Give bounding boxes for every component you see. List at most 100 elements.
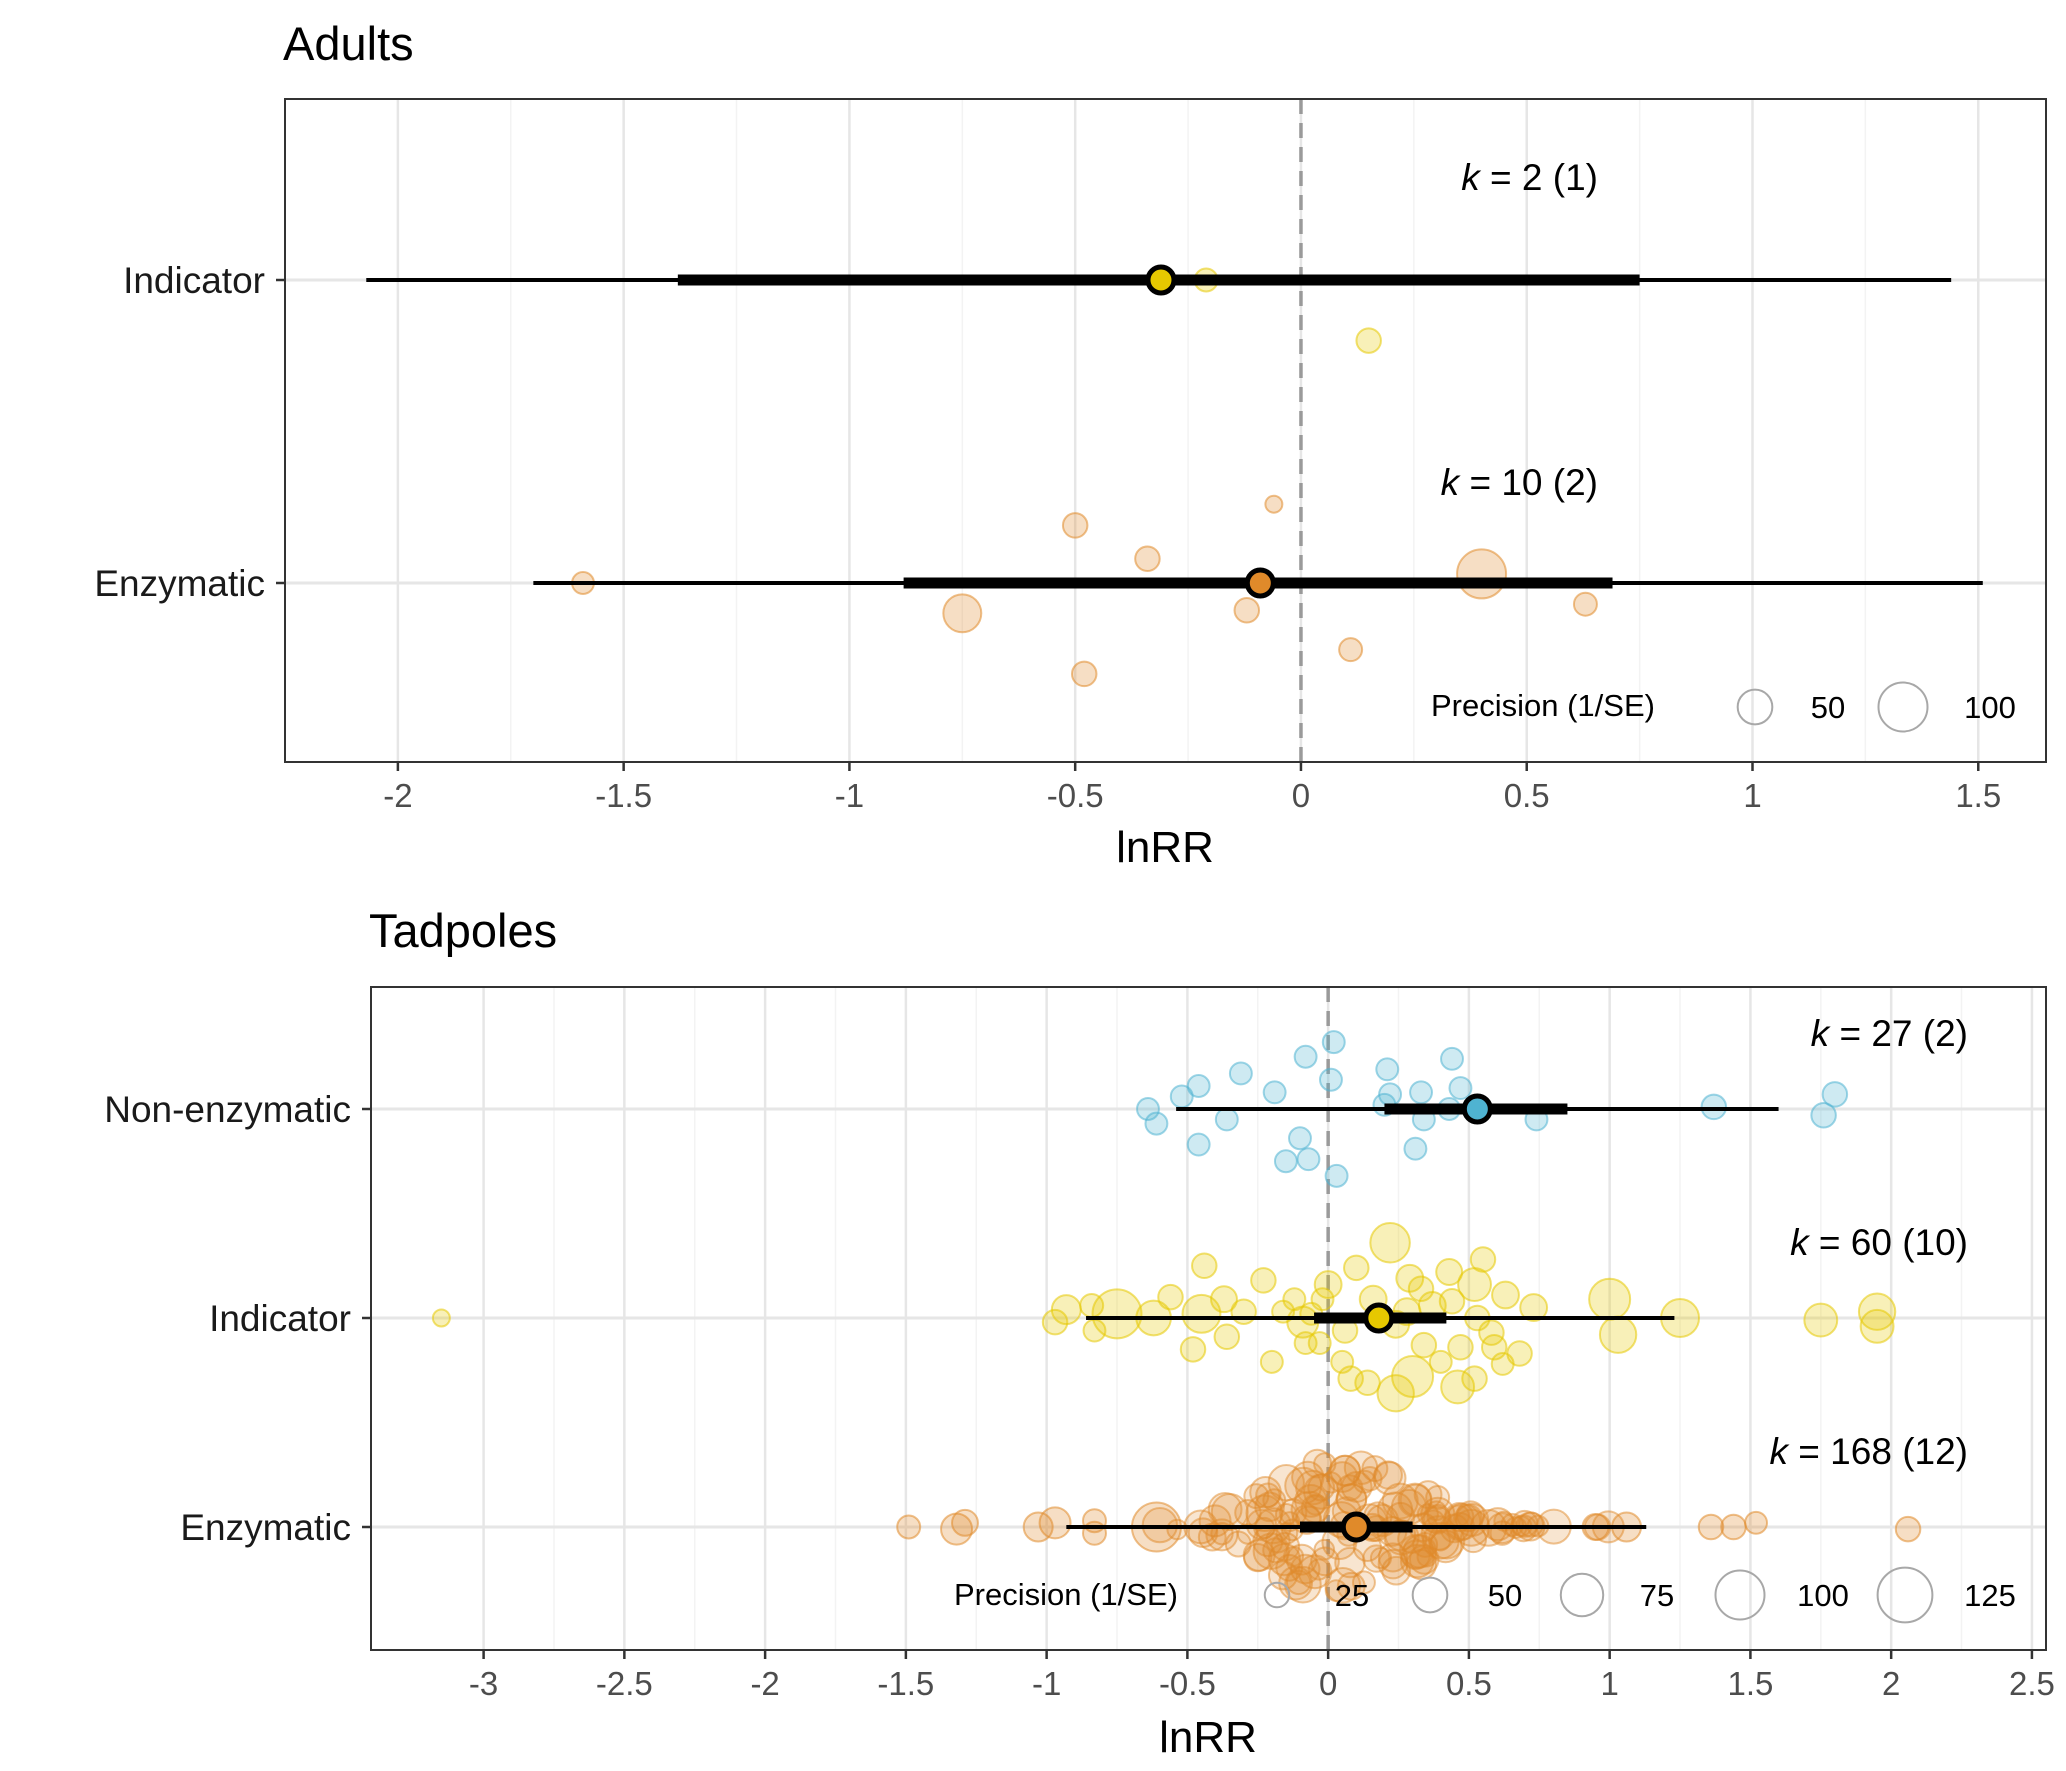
effect-size-point (1320, 1471, 1343, 1494)
model-estimate-point (1244, 567, 1276, 599)
effect-size-point (1572, 591, 1598, 617)
effect-size-point (951, 1508, 979, 1537)
effect-size-point (1293, 1044, 1318, 1069)
effect-size-point (1440, 1046, 1464, 1071)
legend-size-key (1263, 1581, 1291, 1609)
effect-size-point (1210, 1492, 1249, 1531)
tadpoles-k-annotations: k = 27 (2) k = 60 (10) k = 168 (12) (1770, 1013, 1968, 1472)
effect-size-point (1191, 1252, 1218, 1279)
adults-legend-title: Precision (1/SE) (1431, 688, 1655, 723)
effect-size-point (1038, 1506, 1072, 1540)
legend-size-label: 25 (1335, 1578, 1369, 1613)
effect-size-point (1510, 1509, 1539, 1538)
effect-size-point (1744, 1510, 1768, 1535)
tadpoles-y-axis: Non-enzymatic Indicator Enzymatic (104, 1089, 371, 1548)
legend-size-key (1714, 1569, 1766, 1621)
legend-size-key (1736, 688, 1774, 726)
x-tick-label: 2 (1882, 1665, 1900, 1702)
effect-size-point (1598, 1315, 1638, 1354)
tadpoles-precision-legend: Precision (1/SE) 25 50 75 100 125 (954, 1566, 2016, 1624)
effect-size-point (1354, 1369, 1381, 1397)
x-tick-label: -2 (383, 777, 412, 814)
effect-size-point (1407, 1275, 1435, 1302)
effect-size-point (1355, 327, 1382, 354)
effect-size-point (1186, 1074, 1211, 1098)
effect-size-point (942, 593, 983, 634)
x-tick-label: 0.5 (1504, 777, 1550, 814)
y-tick-label: Enzymatic (94, 563, 265, 604)
effect-size-point (1425, 1484, 1451, 1510)
effect-size-point (1144, 1111, 1169, 1136)
legend-size-label: 50 (1488, 1578, 1522, 1613)
effect-size-point (1233, 597, 1261, 624)
adults-model-estimates (366, 264, 1983, 599)
effect-size-point (1250, 1267, 1277, 1294)
tadpoles-panel-title: Tadpoles (369, 904, 557, 957)
effect-size-point (1343, 1450, 1379, 1486)
effect-size-point (1448, 1076, 1473, 1101)
tadpoles-panel: Tadpoles k = 27 (2) k = 60 (10) k = 168 (1… (104, 904, 2055, 1762)
adults-k-annotations: k = 2 (1) k = 10 (2) (1441, 157, 1598, 503)
k-annotation: k = 168 (12) (1770, 1431, 1968, 1472)
effect-size-point (1213, 1323, 1241, 1351)
effect-size-point (1700, 1093, 1728, 1121)
effect-size-point (1285, 1569, 1312, 1596)
effect-size-point (1336, 1571, 1366, 1601)
effect-size-point (1335, 1483, 1368, 1515)
x-tick-label: -2 (750, 1665, 779, 1702)
effect-size-point (1214, 1107, 1239, 1132)
effect-size-point (1435, 1258, 1464, 1286)
x-tick-label: -0.5 (1047, 777, 1104, 814)
y-tick-label: Non-enzymatic (104, 1089, 351, 1130)
x-tick-label: -1 (1032, 1665, 1061, 1702)
effect-size-point (1262, 1080, 1287, 1105)
effect-size-point (1300, 1493, 1331, 1524)
x-tick-label: -1 (835, 777, 864, 814)
x-tick-label: 1 (1600, 1665, 1618, 1702)
effect-size-point (1403, 1136, 1428, 1161)
k-annotation: k = 60 (10) (1790, 1222, 1968, 1263)
effect-size-point (1491, 1280, 1520, 1310)
adults-precision-legend: Precision (1/SE) 50 100 (1431, 681, 2016, 733)
effect-size-point (1041, 1308, 1069, 1336)
effect-size-point (1324, 1163, 1349, 1188)
effect-size-point (1337, 1365, 1364, 1392)
effect-size-point (1136, 1097, 1160, 1121)
effect-size-point (1519, 1293, 1549, 1322)
effect-size-point (1205, 1518, 1239, 1552)
effect-size-point (1157, 1283, 1184, 1311)
effect-size-point (1416, 1503, 1439, 1526)
effect-size-point (1259, 1349, 1284, 1374)
effect-size-point (1169, 1084, 1194, 1109)
x-tick-label: 0 (1292, 777, 1310, 814)
x-tick-label: -2.5 (596, 1665, 653, 1702)
model-estimate-point (1145, 264, 1177, 296)
model-estimate-point (1461, 1093, 1493, 1125)
effect-size-point (896, 1514, 922, 1540)
legend-size-key (1411, 1576, 1449, 1614)
effect-size-point (1307, 1331, 1332, 1356)
tadpoles-x-axis: -3 -2.5 -2 -1.5 -1 -0.5 0 0.5 1 1.5 2 2.5 (469, 1650, 2055, 1702)
model-estimate-point (1363, 1302, 1395, 1334)
effect-size-point (1186, 1132, 1211, 1157)
effect-size-point (1134, 545, 1161, 573)
legend-size-label: 75 (1640, 1578, 1674, 1613)
adults-x-axis: -2 -1.5 -1 -0.5 0 0.5 1 1.5 (383, 762, 2001, 814)
effect-size-point (1362, 1544, 1391, 1573)
effect-size-point (1321, 1030, 1346, 1055)
adults-panel-title: Adults (283, 17, 414, 70)
effect-size-point (1588, 1277, 1632, 1321)
x-tick-label: 1 (1743, 777, 1761, 814)
effect-size-point (1697, 1513, 1725, 1541)
tadpoles-model-estimates (1066, 1093, 1779, 1543)
effect-size-point (1369, 1222, 1411, 1264)
k-annotation: k = 27 (2) (1811, 1013, 1968, 1054)
effect-size-point (1179, 1336, 1207, 1363)
effect-size-point (1480, 1334, 1508, 1361)
y-tick-label: Indicator (123, 260, 265, 301)
effect-size-point (1428, 1349, 1453, 1374)
effect-size-point (1810, 1102, 1837, 1129)
effect-size-point (1410, 1331, 1438, 1359)
effect-size-point (1070, 660, 1098, 688)
